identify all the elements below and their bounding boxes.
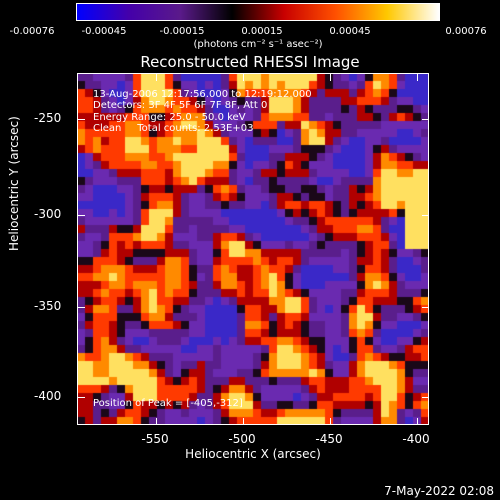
y-tick: -250 xyxy=(34,111,62,125)
x-tick: -400 xyxy=(402,432,430,446)
colorbar-tick: 0.00045 xyxy=(329,26,371,37)
heatmap-image xyxy=(77,73,429,425)
colorbar xyxy=(76,3,440,21)
y-tick: -400 xyxy=(34,389,62,403)
x-axis-label: Heliocentric X (arcsec) xyxy=(185,447,321,461)
y-tick: -350 xyxy=(34,299,62,313)
annotation-time: 13-Aug-2006 12:17:56.000 to 12:19:12.000 xyxy=(93,89,312,100)
colorbar-tick: -0.00045 xyxy=(81,26,127,37)
image-plot xyxy=(77,73,429,425)
annotation-peak: Position of Peak = [-405,-312] xyxy=(93,398,243,409)
y-axis-label: Heliocentric Y (arcsec) xyxy=(7,116,21,251)
annotation-energy: Energy Range: 25.0 - 50.0 keV xyxy=(93,112,246,123)
x-tick: -500 xyxy=(228,432,256,446)
plot-title: Reconstructed RHESSI Image xyxy=(140,53,360,71)
x-tick: -550 xyxy=(141,432,169,446)
datestamp: 7-May-2022 02:08 xyxy=(384,484,494,498)
colorbar-tick: -0.00015 xyxy=(159,26,205,37)
colorbar-units: (photons cm⁻² s⁻¹ asec⁻²) xyxy=(193,39,323,50)
colorbar-tick: -0.00076 xyxy=(9,26,55,37)
annotation-detectors: Detectors: 3F 4F 5F 6F 7F 8F, Att 0 xyxy=(93,100,268,111)
y-tick: -300 xyxy=(34,207,62,221)
colorbar-tick: 0.00015 xyxy=(241,26,283,37)
colorbar-tick: 0.00076 xyxy=(445,26,487,37)
annotation-clean: Clean Total counts: 2.53E+03 xyxy=(93,123,254,134)
x-tick: -450 xyxy=(315,432,343,446)
